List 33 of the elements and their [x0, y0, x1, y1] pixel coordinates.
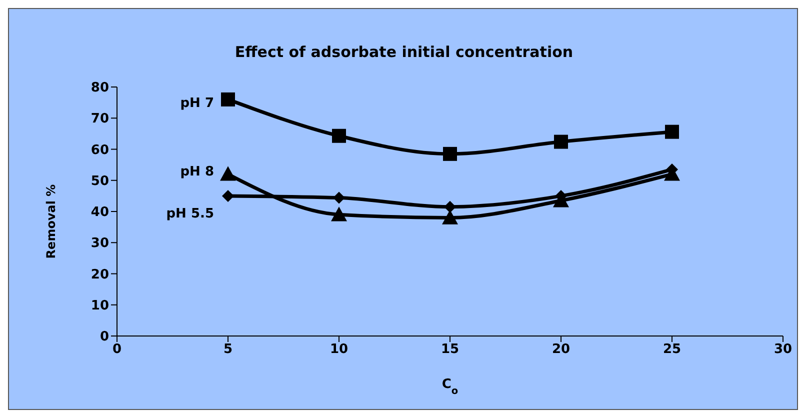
- x-tick-label: 20: [552, 342, 570, 358]
- series-label: pH 5.5: [166, 206, 214, 222]
- x-tick-label: 5: [223, 342, 233, 358]
- point: [665, 124, 679, 139]
- point: [220, 166, 236, 181]
- x-tick-label: 30: [774, 342, 792, 358]
- point: [331, 206, 347, 222]
- x-tick-label: 0: [112, 342, 122, 358]
- x-axis-title: C$_{o}$: [442, 377, 458, 396]
- point: [442, 210, 458, 224]
- y-tick-label: 20: [90, 267, 109, 282]
- point: [222, 190, 234, 202]
- point: [444, 200, 456, 213]
- x-tick-label: 25: [662, 342, 682, 358]
- point: [221, 92, 235, 106]
- x-tick-label: 10: [330, 342, 348, 358]
- y-tick-label: 30: [90, 236, 109, 252]
- y-axis-title: Removal %: [44, 184, 58, 259]
- x-tick-label: 15: [440, 342, 460, 358]
- y-tick-label: 10: [90, 298, 109, 314]
- point: [554, 134, 568, 149]
- y-tick-label: 80: [90, 80, 109, 96]
- y-tick-label: 0: [100, 330, 109, 345]
- point: [332, 128, 346, 143]
- point: [443, 146, 457, 161]
- point: [333, 192, 345, 204]
- y-tick-label: 70: [90, 112, 109, 127]
- y-tick-label: 60: [90, 142, 109, 158]
- series-label: pH 8: [180, 164, 214, 180]
- series-label: pH 7: [180, 96, 214, 112]
- y-tick-label: 50: [90, 174, 109, 189]
- y-tick-label: 40: [90, 205, 109, 220]
- chart-title: Effect of adsorbate initial concentration: [234, 43, 574, 61]
